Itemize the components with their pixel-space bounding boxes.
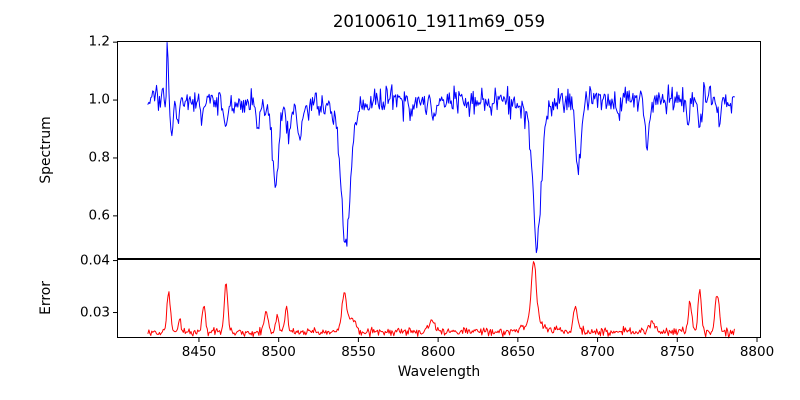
plot-title: 20100610_1911m69_059 <box>332 12 546 31</box>
error-x-tick-label: 8800 <box>739 344 775 360</box>
spectrum-axes-frame <box>117 41 761 259</box>
spectrum-y-tick-label: 1.2 <box>88 33 110 50</box>
error-x-tick-label: 8500 <box>261 344 296 360</box>
error-x-tick-label: 8550 <box>341 344 376 360</box>
error-x-tick-label: 8600 <box>420 344 456 360</box>
y-axis-label-error: Error <box>38 281 54 315</box>
error-x-tick-label: 8700 <box>580 344 615 360</box>
error-y-tick-label: 0.03 <box>79 303 110 320</box>
spectrum-y-tick-label: 0.6 <box>88 207 110 224</box>
error-x-tick-label: 8650 <box>500 344 536 360</box>
error-x-tick-label: 8750 <box>660 344 695 360</box>
spectrum-line <box>147 41 735 254</box>
error-axes-frame <box>117 259 761 338</box>
error-y-tick-label: 0.04 <box>79 251 110 268</box>
error-line <box>147 261 735 339</box>
spectrum-y-tick-label: 0.8 <box>88 149 110 166</box>
x-axis-label: Wavelength <box>397 364 481 380</box>
error-x-tick-label: 8450 <box>181 344 217 360</box>
y-axis-label-spectrum: Spectrum <box>38 116 54 184</box>
spectrum-y-tick-label: 1.0 <box>88 91 110 108</box>
